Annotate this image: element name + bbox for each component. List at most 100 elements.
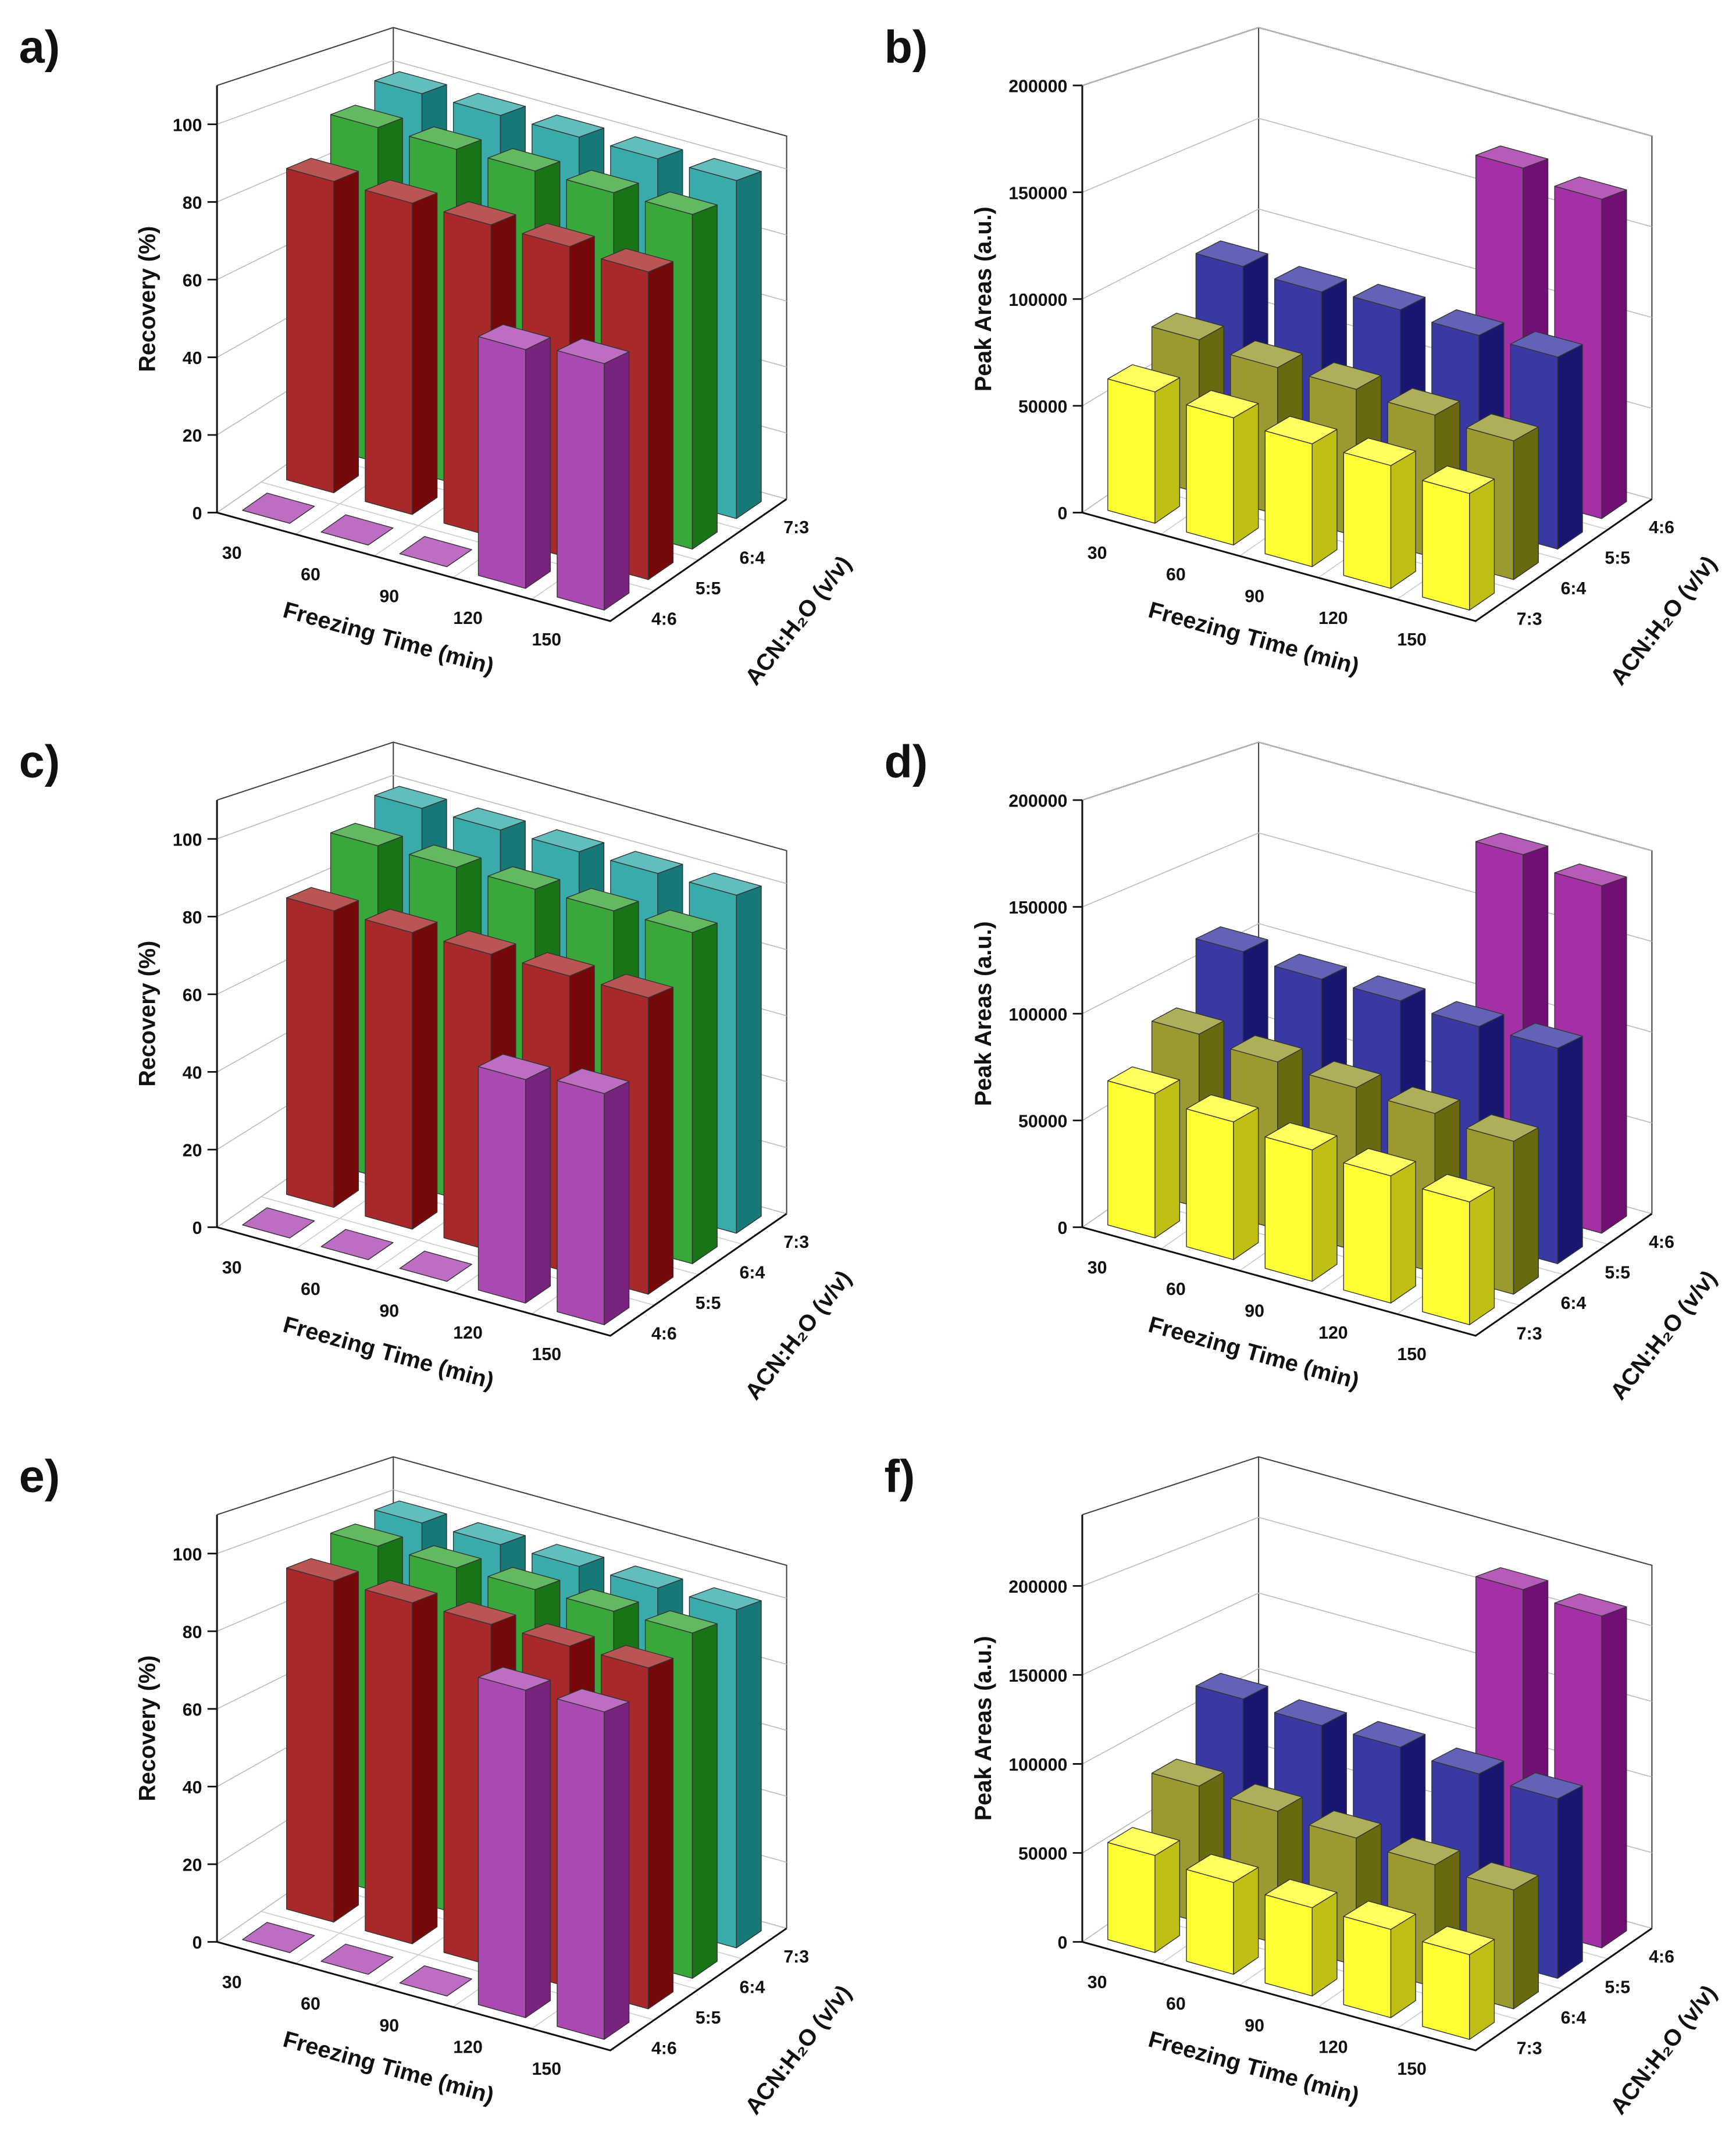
bar-front xyxy=(1186,404,1234,545)
y-axis-title: Recovery (%) xyxy=(135,226,161,372)
bar-side xyxy=(412,1593,438,1945)
y-tick-label: 40 xyxy=(183,349,202,368)
z-tick-label: 5:5 xyxy=(696,579,721,598)
wall-edge xyxy=(216,27,787,500)
panel-label: e) xyxy=(19,1450,60,1501)
bar-top xyxy=(1422,1925,1495,1956)
bar xyxy=(242,493,315,524)
bar-top xyxy=(1151,312,1224,341)
x-tick-label: 30 xyxy=(1088,1258,1107,1278)
y-tick-label: 200000 xyxy=(1008,1578,1067,1597)
y-tick-label: 0 xyxy=(1057,504,1067,523)
grid-line xyxy=(216,60,787,170)
x-tick-label: 120 xyxy=(453,2038,483,2057)
bar-top xyxy=(242,1922,315,1953)
y-tick-label: 0 xyxy=(1057,1933,1067,1953)
z-tick-label: 4:6 xyxy=(651,610,677,629)
bar-top xyxy=(487,1567,561,1590)
y-tick-label: 100 xyxy=(173,830,202,850)
y-tick-label: 150000 xyxy=(1008,898,1067,918)
bar-top xyxy=(330,823,403,847)
bar xyxy=(557,338,630,611)
bar-top xyxy=(1195,240,1268,267)
z-tick-label: 6:4 xyxy=(740,1264,765,1283)
bar-side xyxy=(1469,479,1495,611)
bar-top xyxy=(477,1054,551,1080)
panel-label: c) xyxy=(19,735,60,787)
panel-label: f) xyxy=(884,1450,915,1501)
x-tick-label: 90 xyxy=(1245,2016,1264,2035)
bar-front xyxy=(1186,1869,1234,1975)
bar-top xyxy=(1230,340,1303,368)
grid-line xyxy=(216,775,787,884)
y-axis-title: Peak Areas (a.u.) xyxy=(971,206,996,391)
grid-line xyxy=(216,1489,787,1599)
bar xyxy=(399,1250,472,1282)
bar-top xyxy=(522,1623,595,1647)
bar-side xyxy=(412,922,438,1230)
bar-side xyxy=(1601,876,1627,1234)
bar-top xyxy=(1186,390,1259,419)
bar-top xyxy=(566,888,639,912)
z-tick-label: 7:3 xyxy=(783,1233,809,1252)
panel-label: d) xyxy=(884,735,928,787)
bar-front xyxy=(1264,1894,1313,1997)
bar-top xyxy=(1151,1758,1224,1787)
bar-front xyxy=(1422,1188,1470,1325)
bar-top xyxy=(443,1601,516,1625)
bar-top xyxy=(399,1250,472,1282)
y-axis-title: Peak Areas (a.u.) xyxy=(971,1636,996,1821)
bar-side xyxy=(736,171,762,519)
y-tick-label: 0 xyxy=(1057,1219,1067,1238)
bar-top xyxy=(374,1500,447,1524)
bar xyxy=(1343,437,1416,589)
bar-top xyxy=(1274,954,1347,980)
z-axis-title: ACN:H₂O (v/v) xyxy=(740,1981,857,2120)
x-tick-label: 120 xyxy=(1318,1323,1348,1343)
bar-front xyxy=(477,1066,526,1304)
x-tick-label: 30 xyxy=(222,1258,242,1278)
x-tick-label: 120 xyxy=(453,609,483,628)
bar xyxy=(1422,1173,1495,1325)
bar-top xyxy=(1343,437,1416,466)
y-tick-label: 0 xyxy=(193,1219,202,1238)
bar xyxy=(1186,1854,1259,1975)
bar-side xyxy=(1390,450,1416,589)
bar-top xyxy=(1475,145,1549,169)
bar-side xyxy=(604,1081,630,1325)
bar-top xyxy=(1510,1022,1583,1049)
bar-side xyxy=(1513,426,1539,580)
z-tick-label: 6:4 xyxy=(1561,2008,1587,2028)
z-tick-label: 7:3 xyxy=(1517,2039,1542,2058)
bar-top xyxy=(601,973,674,998)
y-tick-label: 60 xyxy=(183,1700,202,1719)
x-tick-label: 60 xyxy=(301,1995,320,2014)
x-tick-label: 60 xyxy=(301,1280,320,1299)
bar-side xyxy=(648,1658,674,2010)
bar-top xyxy=(1107,1066,1181,1094)
bar-top xyxy=(532,1544,605,1567)
bar-side xyxy=(333,900,359,1208)
bar-top xyxy=(443,201,516,226)
bar-side xyxy=(525,337,551,589)
bar-top xyxy=(1353,1721,1426,1748)
bar xyxy=(1343,1148,1416,1304)
y-tick-label: 80 xyxy=(183,908,202,927)
z-tick-label: 7:3 xyxy=(1517,1325,1542,1344)
bar-front xyxy=(1343,1162,1392,1304)
floor-edge xyxy=(216,1927,787,2051)
bar-top xyxy=(1431,1001,1505,1027)
bar-top xyxy=(522,223,595,247)
bar-top xyxy=(477,324,551,350)
bar-top xyxy=(320,514,394,545)
bar-side xyxy=(1311,1135,1338,1282)
y-tick-label: 50000 xyxy=(1018,1112,1067,1132)
bar xyxy=(557,1068,630,1325)
bar xyxy=(1264,416,1338,568)
bar-front xyxy=(477,1676,526,2018)
bar-top xyxy=(1554,176,1627,200)
bar-top xyxy=(689,1587,762,1611)
bar xyxy=(477,1054,551,1304)
bar-top xyxy=(286,158,359,182)
bar-top xyxy=(399,536,472,568)
